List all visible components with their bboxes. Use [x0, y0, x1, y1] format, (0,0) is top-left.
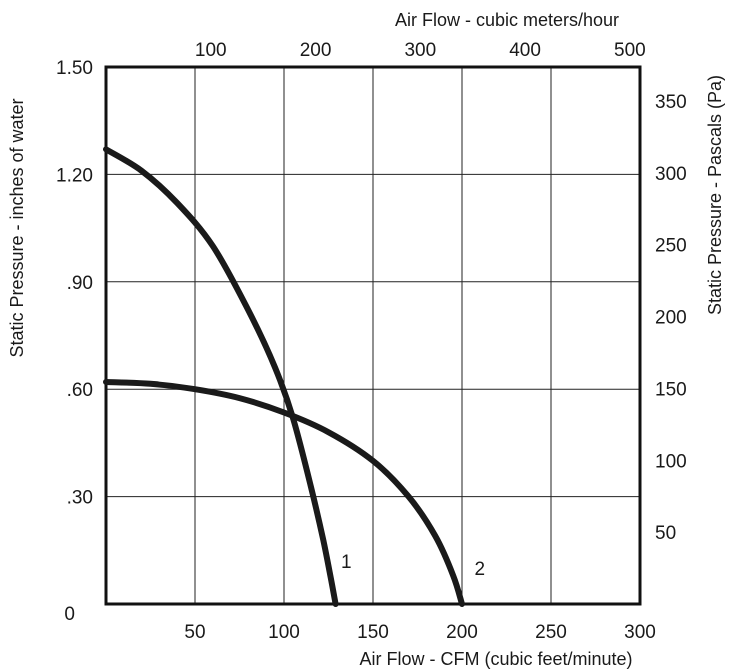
- x-tick-label: 300: [624, 622, 656, 643]
- plot-frame: [104, 65, 642, 606]
- curve-2: [103, 379, 465, 607]
- y2-tick-label: 200: [655, 308, 687, 329]
- x-tick-label: 200: [446, 622, 478, 643]
- x-tick-label: 100: [268, 622, 300, 643]
- x-tick-label: 50: [184, 622, 205, 643]
- y-tick-label: 1.20: [56, 165, 93, 186]
- x-tick-label: 250: [535, 622, 567, 643]
- y-axis-title: Static Pressure - inches of water: [7, 98, 27, 357]
- right-axis-title: Static Pressure - Pascals (Pa): [705, 75, 725, 315]
- y2-tick-label: 100: [655, 451, 687, 472]
- x2-tick-label: 400: [509, 40, 541, 61]
- y-tick-label: .60: [67, 380, 93, 401]
- curve-label-1: 1: [341, 552, 352, 573]
- x-axis-title: Air Flow - CFM (cubic feet/minute): [359, 649, 632, 669]
- x2-tick-label: 500: [614, 40, 646, 61]
- y-tick-label: 0: [64, 604, 75, 625]
- x2-tick-label: 100: [195, 40, 227, 61]
- y-tick-label: 1.50: [56, 58, 93, 79]
- x-tick-label: 150: [357, 622, 389, 643]
- y2-tick-label: 350: [655, 92, 687, 113]
- curve-1: [103, 146, 339, 607]
- y-tick-label: .90: [67, 273, 93, 294]
- x2-tick-label: 200: [300, 40, 332, 61]
- y2-tick-label: 300: [655, 164, 687, 185]
- top-axis-title: Air Flow - cubic meters/hour: [395, 10, 619, 30]
- y2-tick-label: 250: [655, 236, 687, 257]
- y2-tick-label: 50: [655, 523, 676, 544]
- x2-tick-label: 300: [404, 40, 436, 61]
- curve-label-2: 2: [475, 559, 486, 580]
- y2-tick-label: 150: [655, 379, 687, 400]
- gridlines: [106, 67, 640, 604]
- y-tick-label: .30: [67, 488, 93, 509]
